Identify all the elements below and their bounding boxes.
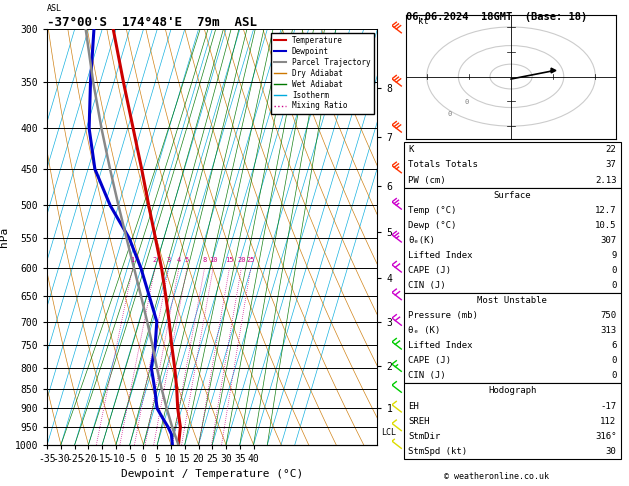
Text: 10.5: 10.5	[595, 221, 616, 230]
Text: PW (cm): PW (cm)	[408, 175, 446, 185]
Text: CAPE (J): CAPE (J)	[408, 356, 451, 365]
Text: 25: 25	[247, 258, 255, 263]
Text: Most Unstable: Most Unstable	[477, 296, 547, 305]
Text: LCL: LCL	[381, 428, 396, 437]
Text: 12.7: 12.7	[595, 206, 616, 215]
Text: Mixing Ratio (g/kg): Mixing Ratio (g/kg)	[423, 194, 431, 296]
Text: 37: 37	[606, 160, 616, 170]
Text: Lifted Index: Lifted Index	[408, 251, 473, 260]
Text: 112: 112	[600, 417, 616, 426]
Text: Surface: Surface	[494, 191, 531, 200]
Text: 750: 750	[600, 311, 616, 320]
Text: 0: 0	[611, 356, 616, 365]
Text: Pressure (mb): Pressure (mb)	[408, 311, 478, 320]
Text: K: K	[408, 145, 414, 155]
Text: 307: 307	[600, 236, 616, 245]
Text: EH: EH	[408, 401, 419, 411]
Text: 3: 3	[167, 258, 171, 263]
Text: 8: 8	[203, 258, 206, 263]
Text: Temp (°C): Temp (°C)	[408, 206, 457, 215]
Text: CIN (J): CIN (J)	[408, 281, 446, 290]
Text: Lifted Index: Lifted Index	[408, 341, 473, 350]
Text: -17: -17	[600, 401, 616, 411]
Text: StmSpd (kt): StmSpd (kt)	[408, 447, 467, 456]
Text: 0: 0	[465, 99, 469, 105]
Text: 06.06.2024  18GMT  (Base: 18): 06.06.2024 18GMT (Base: 18)	[406, 12, 587, 22]
Text: Dewp (°C): Dewp (°C)	[408, 221, 457, 230]
Legend: Temperature, Dewpoint, Parcel Trajectory, Dry Adiabat, Wet Adiabat, Isotherm, Mi: Temperature, Dewpoint, Parcel Trajectory…	[271, 33, 374, 114]
Text: © weatheronline.co.uk: © weatheronline.co.uk	[445, 472, 549, 481]
Text: Hodograph: Hodograph	[488, 386, 537, 396]
Text: 22: 22	[606, 145, 616, 155]
Text: 0: 0	[611, 371, 616, 381]
Text: StmDir: StmDir	[408, 432, 440, 441]
Text: 313: 313	[600, 326, 616, 335]
Text: θₑ(K): θₑ(K)	[408, 236, 435, 245]
Text: 4: 4	[177, 258, 181, 263]
X-axis label: Dewpoint / Temperature (°C): Dewpoint / Temperature (°C)	[121, 469, 303, 479]
Text: 1: 1	[130, 258, 135, 263]
Text: 2: 2	[153, 258, 157, 263]
Text: 15: 15	[225, 258, 233, 263]
Text: km
ASL: km ASL	[47, 0, 62, 13]
Text: 6: 6	[611, 341, 616, 350]
Text: kt: kt	[418, 17, 429, 27]
Text: 30: 30	[606, 447, 616, 456]
Text: 9: 9	[611, 251, 616, 260]
Text: -37°00'S  174°48'E  79m  ASL: -37°00'S 174°48'E 79m ASL	[47, 16, 257, 29]
Text: 316°: 316°	[595, 432, 616, 441]
Text: 0: 0	[611, 266, 616, 275]
Text: θₑ (K): θₑ (K)	[408, 326, 440, 335]
Text: CAPE (J): CAPE (J)	[408, 266, 451, 275]
Text: CIN (J): CIN (J)	[408, 371, 446, 381]
Text: 0: 0	[611, 281, 616, 290]
Text: 20: 20	[237, 258, 245, 263]
Text: 2.13: 2.13	[595, 175, 616, 185]
Text: SREH: SREH	[408, 417, 430, 426]
Text: 0: 0	[448, 111, 452, 117]
Y-axis label: hPa: hPa	[0, 227, 9, 247]
Text: Totals Totals: Totals Totals	[408, 160, 478, 170]
Text: 10: 10	[209, 258, 218, 263]
Text: 5: 5	[185, 258, 189, 263]
